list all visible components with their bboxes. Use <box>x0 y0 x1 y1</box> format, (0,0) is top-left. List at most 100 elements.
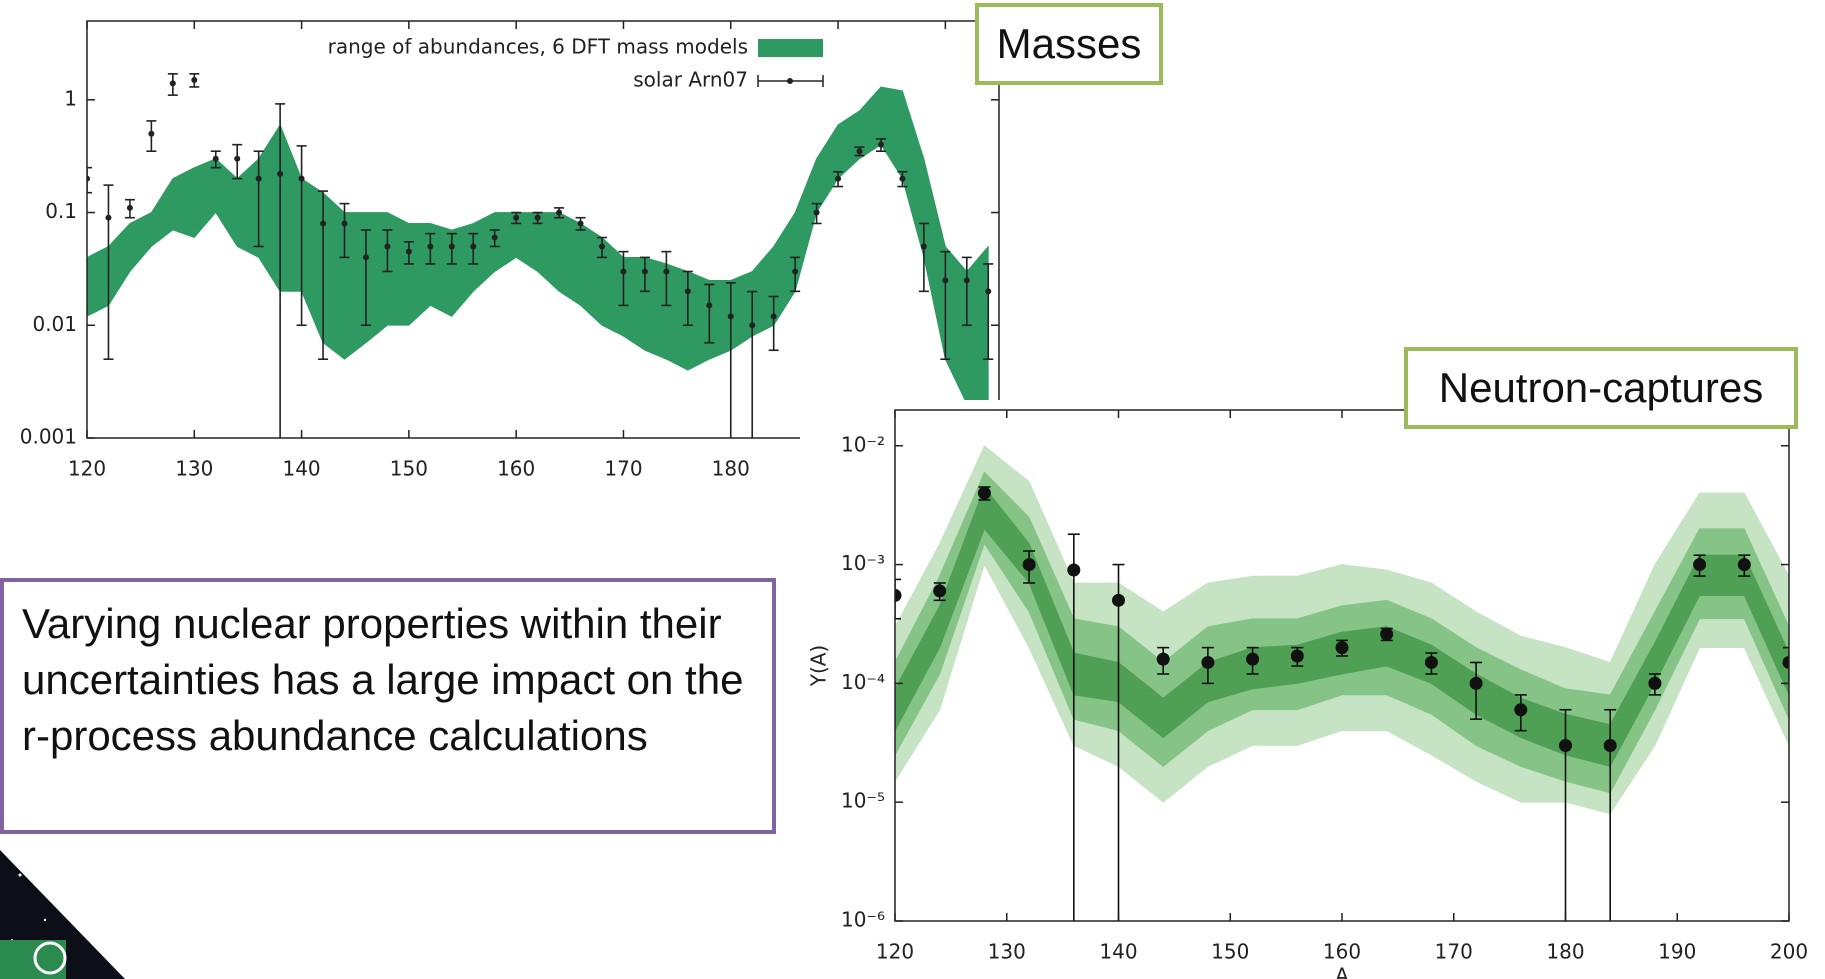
data-point <box>663 268 670 275</box>
x-tick-label: 160 <box>1323 940 1361 964</box>
x-tick-label: 160 <box>497 457 535 481</box>
plot-area <box>895 445 1789 921</box>
data-point <box>813 209 820 216</box>
data-point <box>1201 655 1215 669</box>
data-point <box>835 175 842 182</box>
data-point <box>1648 676 1662 690</box>
data-point <box>727 313 734 320</box>
data-point <box>513 214 520 221</box>
y-tick-label: 10⁻² <box>841 432 885 456</box>
x-tick-label: 150 <box>1211 940 1249 964</box>
data-point <box>1782 655 1789 669</box>
data-point <box>1246 652 1260 666</box>
data-point <box>706 302 713 309</box>
data-point <box>620 268 627 275</box>
data-point <box>255 175 262 182</box>
legend-label: range of abundances, 6 DFT mass models <box>328 35 748 59</box>
x-tick-label: 140 <box>282 457 320 481</box>
y-tick-label: 0.1 <box>45 199 77 223</box>
data-point <box>534 214 541 221</box>
y-tick-label: 10⁻⁵ <box>841 789 885 813</box>
y-tick-label: 1 <box>64 86 77 110</box>
logo-mark <box>33 941 67 975</box>
data-point <box>933 584 947 598</box>
neutron-captures-label: Neutron-captures <box>1404 347 1798 429</box>
x-axis-label: A <box>1335 964 1349 979</box>
masses-label: Masses <box>975 3 1163 85</box>
data-point <box>320 220 327 227</box>
data-point <box>895 588 902 602</box>
data-point <box>963 277 970 284</box>
data-point <box>899 175 906 182</box>
x-tick-label: 190 <box>1658 940 1696 964</box>
data-point <box>277 170 284 177</box>
data-point <box>234 155 241 162</box>
x-tick-label: 180 <box>712 457 750 481</box>
data-point <box>599 243 606 250</box>
data-point <box>1335 641 1349 655</box>
data-point <box>920 243 927 250</box>
x-tick-label: 200 <box>1770 940 1808 964</box>
data-point <box>148 130 155 137</box>
data-point <box>1559 739 1572 753</box>
data-point <box>191 76 198 83</box>
data-point <box>556 209 563 216</box>
x-tick-label: 180 <box>1546 940 1584 964</box>
y-tick-label: 0.01 <box>32 312 77 336</box>
note-box: Varying nuclear properties within their … <box>0 578 776 834</box>
x-tick-label: 150 <box>390 457 428 481</box>
data-point <box>491 234 498 241</box>
data-point <box>1156 652 1170 666</box>
data-point <box>448 243 455 250</box>
data-point <box>877 141 884 148</box>
data-point <box>169 80 176 87</box>
plot-frame <box>86 20 1000 439</box>
x-tick-label: 120 <box>68 457 106 481</box>
data-point <box>792 268 799 275</box>
data-point <box>384 243 391 250</box>
data-point <box>641 268 648 275</box>
data-point <box>126 204 133 211</box>
data-point <box>1112 593 1125 607</box>
y-tick-label: 0.001 <box>20 425 77 449</box>
y-tick-label: 10⁻⁴ <box>841 670 885 694</box>
data-point <box>212 155 219 162</box>
data-point <box>1469 676 1483 690</box>
y-tick-label: 10⁻⁶ <box>841 908 885 932</box>
y-tick-label: 10⁻³ <box>841 551 885 575</box>
plot-area <box>87 73 994 438</box>
star <box>43 918 47 922</box>
x-tick-label: 130 <box>988 940 1026 964</box>
data-point <box>362 254 369 261</box>
x-tick-label: 120 <box>876 940 914 964</box>
x-tick-label: 140 <box>1099 940 1137 964</box>
data-point <box>341 220 348 227</box>
data-point <box>770 313 777 320</box>
data-point <box>1693 558 1707 572</box>
data-point <box>298 175 305 182</box>
data-point <box>942 277 949 284</box>
data-point <box>427 243 434 250</box>
legend-label: solar Arn07 <box>633 68 748 92</box>
data-point <box>1290 649 1304 663</box>
data-point <box>577 220 584 227</box>
x-tick-label: 170 <box>604 457 642 481</box>
data-point <box>1424 655 1438 669</box>
data-point <box>985 288 992 295</box>
data-point <box>1380 627 1394 641</box>
data-point <box>856 148 863 155</box>
data-point <box>105 214 112 221</box>
data-point <box>1737 558 1751 572</box>
data-point <box>405 248 412 255</box>
data-point <box>1603 739 1617 753</box>
data-point <box>1514 703 1528 717</box>
x-tick-label: 170 <box>1435 940 1473 964</box>
y-axis-label: Y(A) <box>807 645 831 688</box>
star <box>18 873 22 877</box>
x-tick-label: 130 <box>175 457 213 481</box>
legend-swatch <box>758 39 823 57</box>
data-point <box>1067 563 1081 577</box>
data-point <box>470 243 477 250</box>
